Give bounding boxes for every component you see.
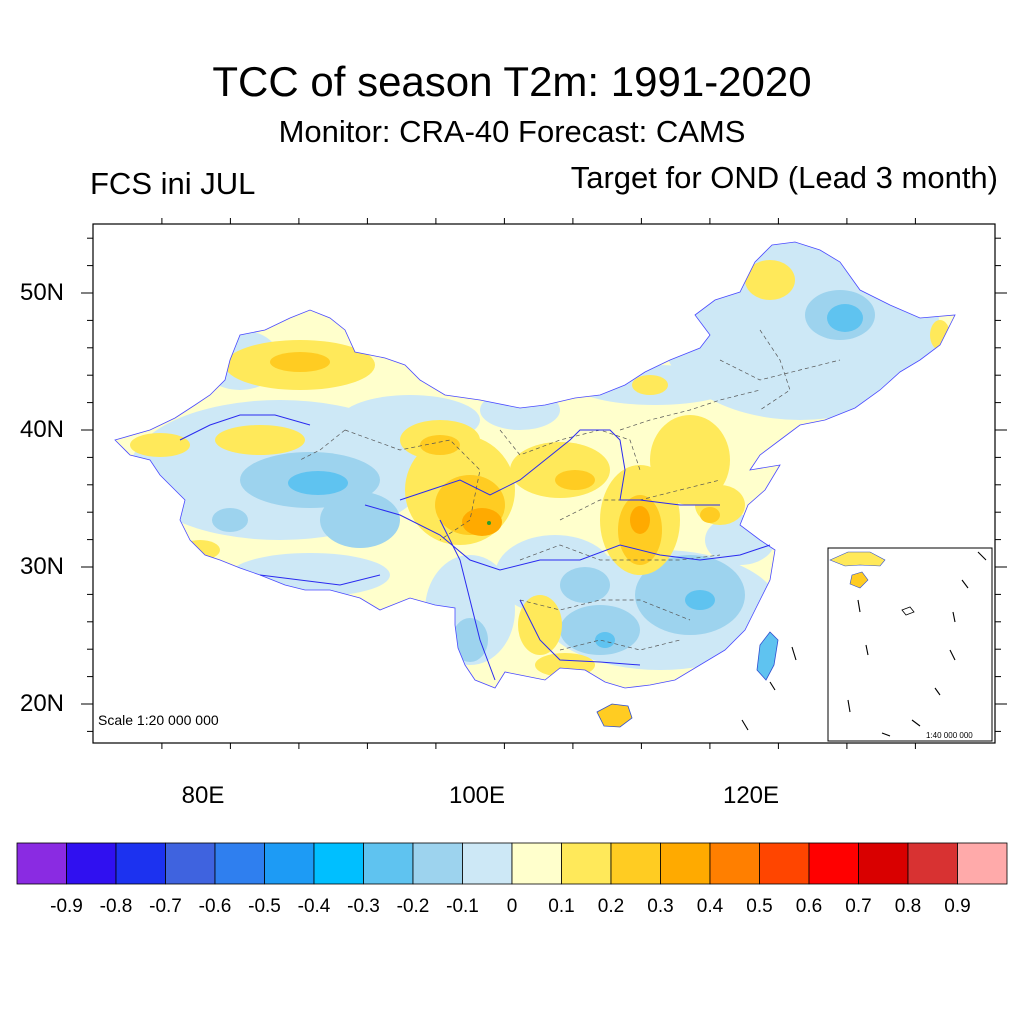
colorbar-swatch (858, 842, 909, 885)
colorbar-tick-label: -0.7 (149, 896, 182, 917)
colorbar-tick-label: 0.3 (647, 896, 674, 917)
colorbar-swatch (214, 842, 265, 885)
y-tick-label: 30N (19, 553, 64, 580)
init-label: FCS ini JUL (90, 166, 256, 201)
colorbar-swatch (610, 842, 661, 885)
colorbar-tick-label: -0.3 (347, 896, 380, 917)
colorbar-tick-label: -0.8 (99, 896, 133, 917)
colorbar-swatch (709, 842, 760, 885)
x-tick-label: 100E (448, 782, 506, 809)
frame-ticks (81, 218, 1007, 749)
colorbar-swatch (462, 842, 513, 885)
colorbar (16, 842, 1008, 885)
colorbar-swatch (759, 842, 810, 885)
colorbar-swatch (511, 842, 562, 885)
maritime-boundary-dashes (741, 646, 797, 731)
colorbar-tick-label: -0.5 (248, 896, 281, 917)
colorbar-swatch (313, 842, 364, 885)
site-marker (487, 521, 491, 525)
colorbar-tick-label: -0.9 (50, 896, 83, 917)
colorbar-swatch (363, 842, 414, 885)
colorbar-swatch (907, 842, 958, 885)
colorbar-tick-label: 0 (506, 896, 518, 917)
y-tick-label: 40N (19, 416, 64, 443)
colorbar-tick-label: 0.7 (845, 896, 872, 917)
colorbar-swatch (165, 842, 216, 885)
colorbar-tick-label: -0.6 (198, 896, 232, 917)
colorbar-swatch (808, 842, 859, 885)
colorbar-tick-label: -0.2 (396, 896, 430, 917)
scale-inset: 1:40 000 000 (926, 731, 973, 740)
x-tick-label: 120E (722, 782, 780, 809)
colorbar-tick-label: 0.1 (548, 896, 575, 917)
scale-main: Scale 1:20 000 000 (98, 712, 219, 728)
x-tick-label: 80E (181, 782, 225, 809)
colorbar-swatch (16, 842, 67, 885)
rivers (179, 414, 771, 681)
colorbar-tick-label: -0.1 (446, 896, 479, 917)
colorbar-tick-label: 0.5 (746, 896, 773, 917)
colorbar-swatch (264, 842, 315, 885)
colorbar-tick-label: 0.2 (597, 896, 625, 917)
colorbar-swatch (412, 842, 463, 885)
taiwan-island (756, 631, 779, 681)
chart-title: TCC of season T2m: 1991-2020 (212, 58, 812, 105)
colorbar-swatch (660, 842, 711, 885)
chart-subtitle: Monitor: CRA-40 Forecast: CAMS (278, 114, 746, 149)
y-tick-label: 50N (19, 279, 64, 306)
y-tick-label: 20N (19, 690, 64, 717)
colorbar-tick-label: 0.9 (944, 896, 971, 917)
south-china-sea-inset (827, 547, 993, 742)
colorbar-swatch (957, 842, 1008, 885)
target-label: Target for OND (Lead 3 month) (570, 160, 998, 195)
colorbar-tick-label: 0.4 (696, 896, 724, 917)
colorbar-tick-label: 0.8 (894, 896, 922, 917)
hainan-island (596, 703, 633, 728)
colorbar-swatch (115, 842, 166, 885)
colorbar-swatch (561, 842, 612, 885)
colorbar-tick-label: 0.6 (795, 896, 823, 917)
colorbar-swatch (66, 842, 117, 885)
colorbar-tick-label: -0.4 (297, 896, 331, 917)
